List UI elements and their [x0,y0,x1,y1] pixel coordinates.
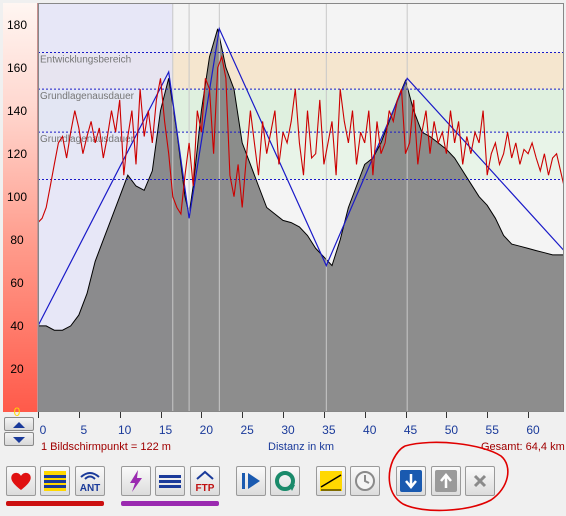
x-tick-mark [78,412,80,418]
slope-icon [320,471,342,491]
delete-button[interactable] [465,466,495,496]
zones-button[interactable] [40,466,70,496]
scroll-up-button[interactable] [4,417,34,431]
ftp-text: FTP [196,483,215,494]
annotation-circle [388,441,509,512]
y-tick-label: 140 [6,103,28,118]
x-tick-label: 40 [363,423,377,437]
zone-label: Entwicklungsbereich [40,55,131,66]
x-tick-mark [487,412,489,418]
y-tick-label: 20 [10,361,24,376]
x-tick-label: 60 [526,423,540,437]
y-tick-label: 100 [6,189,28,204]
ant-text: ANT [80,483,101,494]
y-tick-label: 180 [6,17,28,32]
scroll-down-button[interactable] [4,432,34,446]
slope-button[interactable] [316,466,346,496]
clock-icon [355,471,375,491]
ftp-button[interactable]: FTP [190,466,220,496]
x-tick-mark [364,412,366,418]
move-up-button[interactable] [431,466,461,496]
x-tick-label: 10 [117,423,132,437]
x-axis-title: Distanz in km [268,441,335,453]
x-tick-label: 50 [444,423,459,437]
heart-icon [11,472,31,490]
x-tick-label: 15 [158,423,173,437]
scale-text: 1 Bildschirmpunkt = 122 m [41,441,171,453]
power-zones-button[interactable] [155,466,185,496]
repeat-button[interactable] [270,466,300,496]
x-tick-label: 0 [39,423,47,437]
power-button[interactable] [121,466,151,496]
heart-rate-button[interactable] [6,466,36,496]
elevation-area [38,28,564,412]
x-tick-label: 55 [485,423,499,437]
x-tick-mark [201,412,203,418]
power-active-indicator [121,501,219,506]
ftp-icon: FTP [196,470,215,494]
x-tick-label: 5 [80,423,88,437]
clock-button[interactable] [350,466,380,496]
x-tick-mark [38,412,39,418]
lightning-icon [130,470,142,492]
profile-chart[interactable]: Entwicklungsbereich Grundlagenausdauer Gru… [38,3,564,412]
zones-bars-icon [44,471,66,491]
play-button[interactable] [236,466,266,496]
x-tick-mark [283,412,285,418]
x-tick-mark [242,412,244,418]
zone-label: Grundlagenausdauer [40,134,135,145]
heart-rate-line [38,54,564,223]
y-tick-label: 160 [6,60,28,75]
y-tick-label: 40 [10,318,24,333]
play-icon [242,473,260,489]
zones-bars-icon [159,475,181,488]
close-icon [473,474,487,488]
y-tick-label: 60 [10,275,24,290]
x-tick-label: 45 [403,423,418,437]
x-tick-mark [446,412,448,418]
x-tick-mark [119,412,121,418]
y-tick-label: 80 [10,232,24,247]
target-profile-line [38,26,564,327]
chevron-down-icon [13,437,25,443]
y-tick-label: 120 [6,146,28,161]
x-tick-mark [323,412,325,418]
zone-label: Grundlagenausdauer [40,91,135,102]
x-tick-label: 30 [281,423,295,437]
hr-scale-bar [3,3,38,412]
x-tick-mark [160,412,162,418]
elevation-outline [38,28,564,412]
loop-icon [275,471,295,491]
move-down-button[interactable] [396,466,426,496]
x-tick-mark [405,412,407,418]
x-tick-mark [528,412,530,418]
ant-button[interactable]: ANT [75,466,105,496]
total-distance: Gesamt: 64,4 km [481,441,565,453]
x-tick-label: 20 [199,423,214,437]
chart-frame [38,3,564,412]
arrow-up-icon [435,470,457,492]
x-tick-label: 35 [322,423,336,437]
chevron-up-icon [13,422,25,428]
arrow-down-icon [400,470,422,492]
y-tick-label: 0 [13,405,21,419]
hr-active-indicator [6,501,104,506]
x-tick-label: 25 [240,423,254,437]
ant-icon: ANT [80,472,101,494]
